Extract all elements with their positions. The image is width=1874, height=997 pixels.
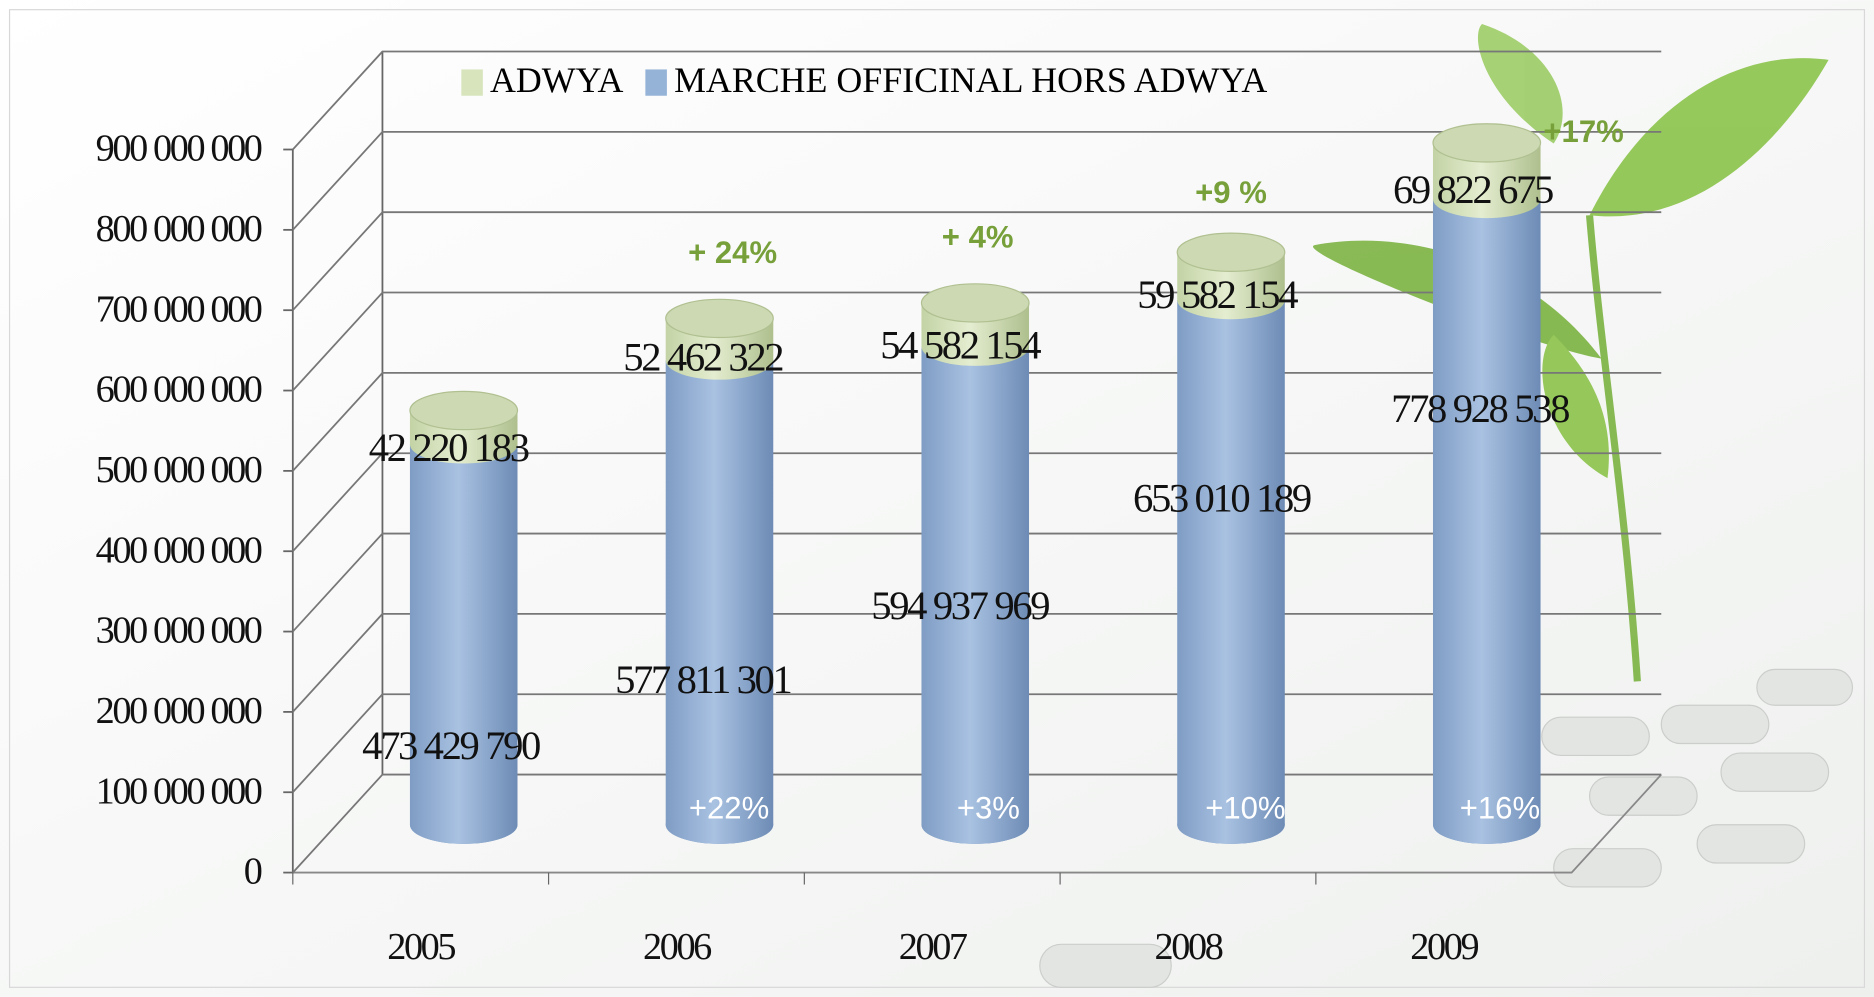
x-tick-label: 2006 [643, 926, 711, 968]
bar [1432, 142, 1541, 219]
data-label: 594 937 969 [871, 583, 1049, 628]
x-tick-label: 2005 [387, 926, 455, 968]
x-tick-label: 2007 [899, 926, 968, 968]
cylinder-top [409, 390, 519, 431]
stack [665, 298, 774, 844]
x-tick-label: 2009 [1410, 926, 1478, 968]
y-tick-label: 200 000 000 [96, 690, 262, 732]
bar [665, 360, 774, 844]
legend-label: ADWYA [490, 60, 624, 100]
stack [409, 390, 519, 844]
y-tick-label: 0 [244, 851, 262, 893]
stack [920, 283, 1030, 844]
x-tick-label: 2008 [1155, 926, 1223, 968]
data-label: 42 220 183 [369, 425, 529, 470]
legend-swatch [645, 69, 667, 96]
grid-line [292, 211, 1662, 311]
growth-label: +3% [957, 791, 1020, 826]
bar [1177, 300, 1285, 844]
cylinder-top [920, 283, 1030, 323]
cylinder-top [665, 298, 774, 339]
data-label: 577 811 301 [615, 657, 790, 702]
growth-label: +22% [689, 791, 769, 826]
bar [409, 444, 518, 844]
cylinder-top [1176, 232, 1286, 272]
y-tick-label: 700 000 000 [96, 288, 262, 330]
bar [921, 346, 1030, 844]
growth-label: +9 % [1195, 175, 1267, 210]
y-tick-label: 100 000 000 [96, 770, 262, 812]
data-label: 473 429 790 [362, 723, 540, 768]
y-tick-label: 600 000 000 [96, 369, 262, 411]
y-tick-label: 500 000 000 [96, 449, 262, 491]
growth-label: + 4% [942, 219, 1014, 254]
data-label: 69 822 675 [1393, 167, 1553, 212]
decoration [1039, 24, 1854, 988]
y-tick-label: 800 000 000 [96, 208, 262, 250]
data-label: 59 582 154 [1137, 272, 1298, 317]
grid-line [292, 50, 1662, 151]
data-label: 52 462 322 [623, 334, 783, 379]
stack [1176, 232, 1286, 844]
y-tick-label: 400 000 000 [96, 529, 262, 571]
legend-swatch [461, 69, 483, 96]
stack [1432, 123, 1542, 844]
y-tick-label: 900 000 000 [96, 128, 262, 170]
data-label: 54 582 154 [880, 322, 1041, 367]
legend-label: MARCHE OFFICINAL HORS ADWYA [674, 60, 1267, 100]
bar [1432, 198, 1541, 844]
growth-label: +10% [1205, 791, 1285, 826]
floor-edge [292, 773, 1662, 874]
cylinder-top [1432, 123, 1542, 163]
y-tick-label: 300 000 000 [96, 610, 262, 652]
data-label: 653 010 189 [1133, 475, 1311, 520]
data-label: 778 928 538 [1391, 386, 1569, 431]
growth-label: +17% [1543, 114, 1623, 149]
frame [8, 9, 1866, 988]
growth-label: + 24% [688, 235, 777, 270]
legend: ADWYA MARCHE OFFICINAL HORS ADWYA [461, 60, 1267, 100]
grid-line [292, 130, 1662, 231]
growth-label: +16% [1460, 791, 1540, 826]
